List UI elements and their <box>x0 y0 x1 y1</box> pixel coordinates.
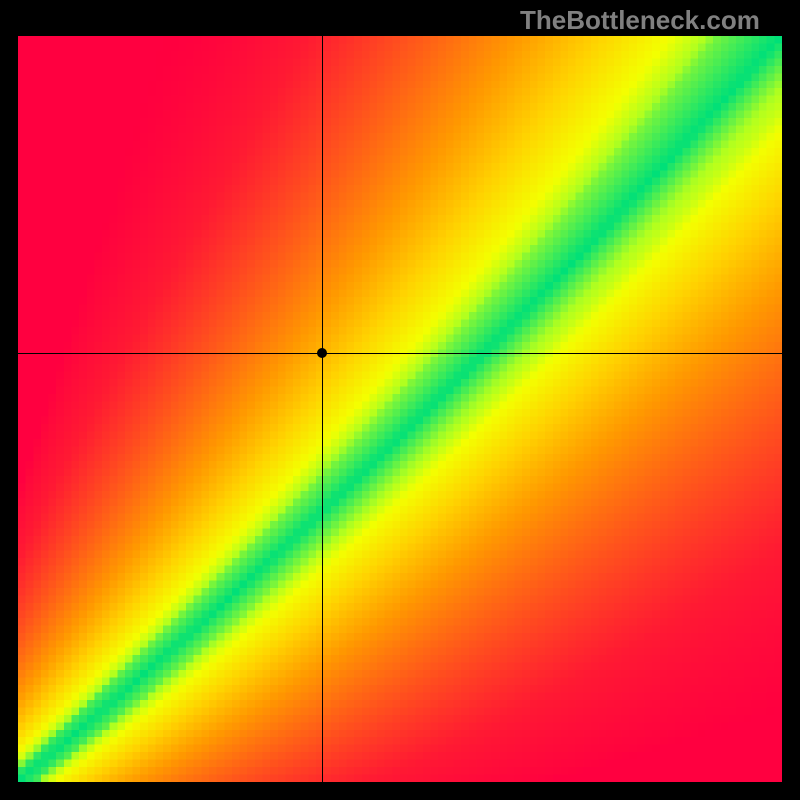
heatmap-canvas <box>18 36 782 782</box>
heatmap-plot <box>18 36 782 782</box>
watermark-label: TheBottleneck.com <box>520 5 760 36</box>
crosshair-horizontal <box>18 353 782 354</box>
crosshair-vertical <box>322 36 323 782</box>
